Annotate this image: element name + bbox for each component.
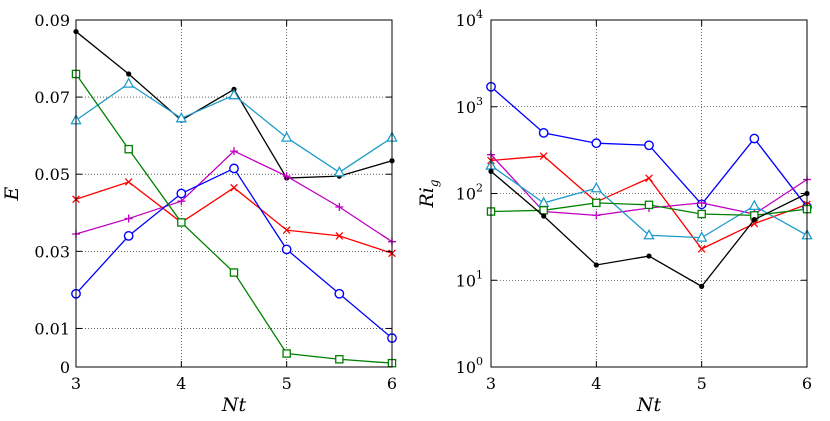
data-point bbox=[282, 226, 291, 234]
series-circle bbox=[486, 81, 812, 212]
data-point bbox=[749, 133, 760, 144]
data-point bbox=[334, 288, 345, 299]
y-axis-label: Rig bbox=[416, 179, 441, 208]
y-tick-label: 0.01 bbox=[34, 319, 70, 338]
data-point bbox=[335, 355, 344, 364]
data-point bbox=[646, 253, 652, 259]
y-tick-label: 103 bbox=[456, 95, 483, 117]
data-point bbox=[124, 214, 133, 223]
series-circle bbox=[71, 163, 397, 343]
data-point bbox=[541, 213, 547, 219]
x-tick-label: 5 bbox=[282, 374, 292, 393]
x-tick-label: 6 bbox=[387, 374, 397, 393]
data-point bbox=[175, 111, 188, 123]
data-point bbox=[124, 144, 133, 154]
data-point bbox=[697, 245, 706, 253]
y-tick-label: 0.07 bbox=[34, 88, 70, 107]
y-axis-label: E bbox=[1, 186, 23, 201]
data-point bbox=[123, 231, 134, 241]
data-point bbox=[177, 197, 186, 206]
data-point bbox=[333, 165, 346, 177]
x-axis-label: Nt bbox=[221, 394, 247, 416]
x-axis-label: Nt bbox=[636, 394, 662, 416]
data-point bbox=[645, 174, 653, 183]
data-point bbox=[644, 200, 654, 210]
y-tick-label: 0.09 bbox=[34, 11, 70, 30]
data-point bbox=[695, 231, 708, 242]
data-point bbox=[282, 349, 291, 358]
y-tick-label: 104 bbox=[456, 8, 483, 30]
series-triangle bbox=[485, 159, 813, 242]
data-point bbox=[230, 147, 238, 156]
data-point bbox=[335, 202, 344, 211]
series-line bbox=[75, 31, 393, 179]
y-tick-label: 0 bbox=[60, 358, 70, 377]
data-point bbox=[590, 181, 603, 193]
x-tick-label: 3 bbox=[486, 374, 496, 393]
series-dot bbox=[73, 28, 395, 181]
data-point bbox=[280, 131, 293, 142]
series-dot bbox=[488, 168, 810, 289]
data-point bbox=[229, 163, 239, 174]
chart-left-energy: 3 4 5 6 0 0.01 0.03 0.05 0.07 0.09 Nt E bbox=[1, 11, 398, 416]
data-point bbox=[591, 138, 602, 149]
data-point bbox=[177, 218, 186, 227]
data-point bbox=[697, 198, 706, 207]
y-tick-label: 101 bbox=[456, 268, 483, 290]
data-point bbox=[592, 211, 601, 220]
data-point bbox=[643, 228, 655, 240]
data-point bbox=[539, 152, 548, 160]
series-square bbox=[71, 69, 397, 368]
data-point bbox=[697, 209, 706, 219]
data-point bbox=[282, 172, 291, 181]
data-point bbox=[122, 77, 135, 88]
plot-frame bbox=[490, 19, 808, 368]
data-point bbox=[751, 217, 757, 223]
data-point bbox=[748, 199, 761, 211]
data-point bbox=[592, 198, 601, 208]
data-point bbox=[539, 206, 548, 215]
data-point bbox=[335, 232, 344, 240]
series-x bbox=[72, 178, 396, 258]
series-line bbox=[75, 167, 393, 339]
data-point bbox=[229, 268, 239, 277]
series-line bbox=[75, 73, 393, 364]
data-point bbox=[230, 183, 238, 192]
data-point bbox=[699, 283, 705, 289]
series-plus bbox=[72, 147, 396, 246]
y-tick-label: 0.05 bbox=[34, 165, 70, 184]
plot-frame bbox=[75, 19, 393, 368]
data-point bbox=[228, 88, 240, 100]
data-point bbox=[644, 140, 654, 151]
data-point bbox=[750, 219, 759, 228]
x-tick-label: 4 bbox=[591, 374, 601, 393]
y-tick-label: 100 bbox=[456, 355, 483, 377]
x-tick-label: 5 bbox=[697, 374, 707, 393]
y-tick-label: 102 bbox=[456, 182, 483, 204]
data-point bbox=[124, 178, 133, 186]
chart-right-richardson: 3 4 5 6 100 101 102 103 104 Nt Rig bbox=[416, 8, 813, 416]
y-tick-label: 0.03 bbox=[34, 242, 70, 261]
x-tick-label: 4 bbox=[176, 374, 186, 393]
series-triangle bbox=[70, 77, 398, 177]
series-line bbox=[490, 170, 808, 288]
x-tick-label: 3 bbox=[71, 374, 81, 393]
x-tick-label: 6 bbox=[802, 374, 812, 393]
data-point bbox=[593, 262, 599, 268]
data-point bbox=[281, 244, 292, 255]
data-point bbox=[176, 188, 187, 199]
data-point bbox=[538, 127, 549, 138]
data-point bbox=[126, 71, 132, 77]
